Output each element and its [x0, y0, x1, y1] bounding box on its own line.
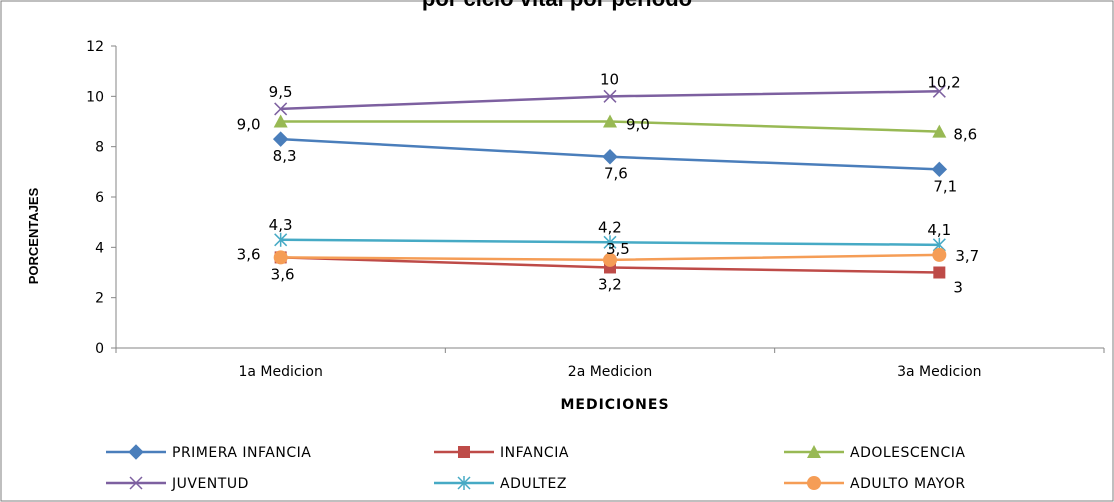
y-tick-label: 12 — [86, 39, 104, 55]
legend-item-primera-infancia: PRIMERA INFANCIA — [106, 444, 311, 461]
data-label-adolescencia: 9,0 — [626, 116, 650, 134]
data-point-juventud — [932, 84, 946, 98]
y-axis-ticks: 0 2 4 6 8 10 12 — [86, 39, 116, 357]
legend-label: ADULTO MAYOR — [850, 476, 966, 492]
data-label-adultez: 4,2 — [598, 218, 622, 236]
data-point-primera-infancia — [602, 149, 618, 165]
legend-swatch-marker — [458, 446, 470, 458]
data-label-adolescencia: 9,0 — [237, 116, 261, 134]
legend-swatch-marker-stroke — [129, 476, 143, 490]
x-tick-label: 2a Medicion — [568, 364, 652, 380]
legend-swatch-marker — [128, 444, 144, 460]
legend-item-adolescencia: ADOLESCENCIA — [784, 445, 965, 461]
legend-item-adulto-mayor: ADULTO MAYOR — [784, 476, 966, 492]
legend-label: JUVENTUD — [171, 476, 249, 492]
y-tick-label: 6 — [95, 190, 104, 206]
series-lines — [272, 84, 948, 279]
legend-label: ADOLESCENCIA — [850, 445, 965, 461]
data-label-adulto-mayor: 3,7 — [955, 247, 979, 265]
data-labels: 8,3 7,6 7,1 3,6 3,2 3 9,0 9,0 8,6 9,5 10 10,2 4,3 4,2… — [237, 70, 980, 296]
data-label-infancia: 3 — [953, 279, 963, 297]
data-point-primera-infancia — [931, 161, 948, 178]
y-tick-label: 0 — [95, 341, 104, 357]
legend-swatch-marker — [807, 445, 821, 458]
data-label-juventud: 10,2 — [927, 73, 960, 91]
x-axis-title: MEDICIONES — [560, 397, 669, 413]
data-point-adulto-mayor — [932, 247, 947, 262]
legend-label: PRIMERA INFANCIA — [172, 445, 311, 461]
x-tick-label: 1a Medicion — [238, 364, 322, 380]
data-label-adolescencia: 8,6 — [953, 126, 977, 144]
legend-swatch-marker — [457, 476, 471, 490]
data-point-primera-infancia — [272, 131, 289, 147]
legend-item-infancia: INFANCIA — [434, 445, 569, 461]
data-point-juventud-stroke — [603, 89, 617, 103]
x-tick-label: 3a Medicion — [897, 364, 981, 380]
y-tick-label: 10 — [86, 89, 104, 105]
data-label-juventud: 10 — [600, 70, 619, 88]
legend-swatch-marker — [129, 476, 143, 490]
data-label-adulto-mayor: 3,6 — [237, 245, 261, 263]
chart-title-fragment: por ciclo vital por periodo — [422, 0, 692, 11]
legend-item-juventud: JUVENTUD — [106, 476, 249, 492]
data-label-primera-infancia: 8,3 — [273, 147, 297, 165]
legend-label: INFANCIA — [500, 445, 569, 461]
legend-label: ADULTEZ — [500, 476, 567, 492]
data-point-adulto-mayor — [273, 250, 288, 265]
data-point-juventud — [274, 102, 288, 116]
legend-swatch-marker — [807, 476, 821, 490]
x-axis-ticks: 1a Medicion 2a Medicion 3a Medicion — [115, 348, 1105, 380]
data-label-primera-infancia: 7,1 — [933, 177, 957, 195]
data-point-adulto-mayor — [603, 252, 617, 267]
data-point-juventud-stroke — [932, 84, 946, 98]
data-label-adultez: 4,1 — [927, 221, 951, 239]
data-point-adultez — [603, 235, 617, 250]
data-point-adolescencia — [273, 114, 288, 128]
y-tick-label: 8 — [95, 140, 104, 156]
data-label-juventud: 9,5 — [269, 83, 293, 101]
data-point-adolescencia — [932, 124, 947, 138]
data-label-infancia: 3,6 — [271, 265, 295, 283]
data-label-adulto-mayor: 3,5 — [606, 240, 630, 258]
y-axis-title: PORCENTAJES — [26, 187, 41, 284]
legend: PRIMERA INFANCIA INFANCIA ADOLESCENCIA JUVE… — [106, 444, 966, 492]
data-point-adolescencia — [603, 114, 617, 128]
data-label-adultez: 4,3 — [269, 216, 293, 234]
data-point-juventud-stroke — [274, 102, 288, 116]
data-point-infancia — [933, 266, 946, 279]
legend-item-adultez: ADULTEZ — [434, 476, 567, 492]
y-tick-label: 2 — [95, 291, 104, 307]
data-label-infancia: 3,2 — [598, 275, 622, 293]
data-point-juventud — [603, 89, 617, 103]
data-point-adultez — [274, 232, 288, 247]
y-tick-label: 4 — [95, 240, 104, 256]
data-label-primera-infancia: 7,6 — [604, 165, 628, 183]
